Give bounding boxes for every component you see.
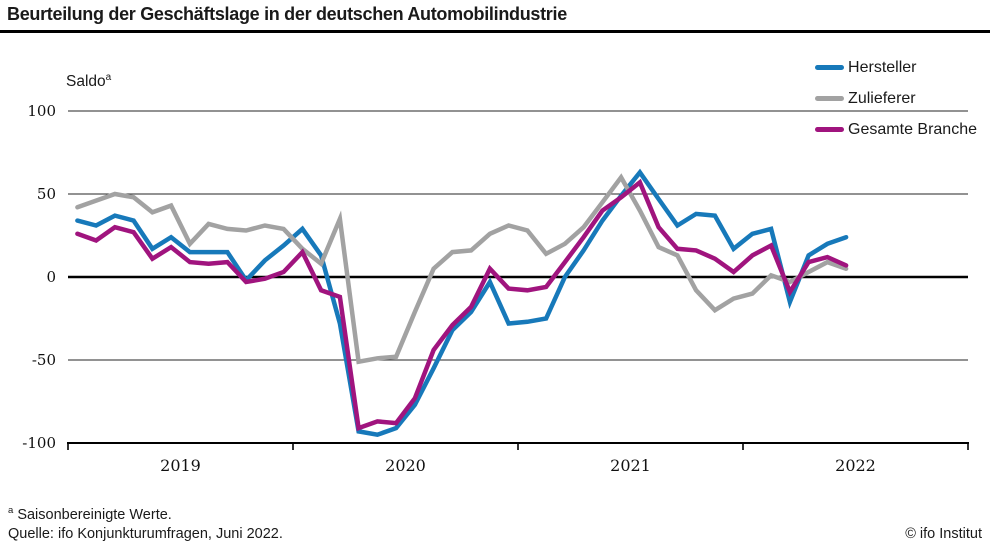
x-tick-label-2020: 2020 — [385, 456, 426, 475]
y-tick-label--50: -50 — [31, 351, 56, 369]
x-tick-label-2021: 2021 — [610, 456, 651, 475]
series-line-gesamte-branche — [75, 178, 849, 432]
footnote-text: Saisonbereinigte Werte. — [13, 506, 172, 523]
chart-legend: Hersteller Zulieferer Gesamte Branche — [815, 52, 977, 145]
y-axis-label-text: Saldo — [66, 73, 106, 91]
legend-swatch-hersteller — [815, 65, 845, 70]
footnote-seasonal-adjustment: a Saisonbereinigte Werte. — [8, 505, 172, 523]
y-axis-label-superscript: a — [105, 72, 112, 83]
source-note: Quelle: ifo Konjunkturumfragen, Juni 202… — [8, 526, 283, 542]
copyright-note: © ifo Institut — [905, 526, 982, 542]
legend-label-hersteller: Hersteller — [848, 58, 917, 76]
legend-label-gesamte-branche: Gesamte Branche — [848, 120, 977, 138]
legend-swatch-gesamte-branche — [815, 127, 845, 132]
x-tick-label-2022: 2022 — [835, 456, 876, 475]
y-axis-label: Saldoa — [66, 72, 111, 91]
y-tick-label--100: -100 — [22, 434, 56, 452]
footnote-superscript: a — [8, 505, 14, 516]
chart-title: Beurteilung der Geschäftslage in der deu… — [7, 4, 567, 24]
y-tick-label-0: 0 — [46, 268, 56, 286]
legend-item-gesamte-branche: Gesamte Branche — [815, 114, 977, 145]
legend-swatch-zulieferer — [815, 96, 845, 101]
series-line-hersteller — [75, 168, 849, 438]
x-tick-label-2019: 2019 — [160, 456, 201, 475]
legend-item-hersteller: Hersteller — [815, 52, 977, 83]
y-tick-label-100: 100 — [27, 102, 56, 120]
y-tick-label-50: 50 — [36, 185, 56, 203]
legend-item-zulieferer: Zulieferer — [815, 83, 977, 114]
legend-label-zulieferer: Zulieferer — [848, 89, 916, 107]
series-line-zulieferer — [75, 173, 849, 365]
title-underline — [0, 30, 990, 33]
